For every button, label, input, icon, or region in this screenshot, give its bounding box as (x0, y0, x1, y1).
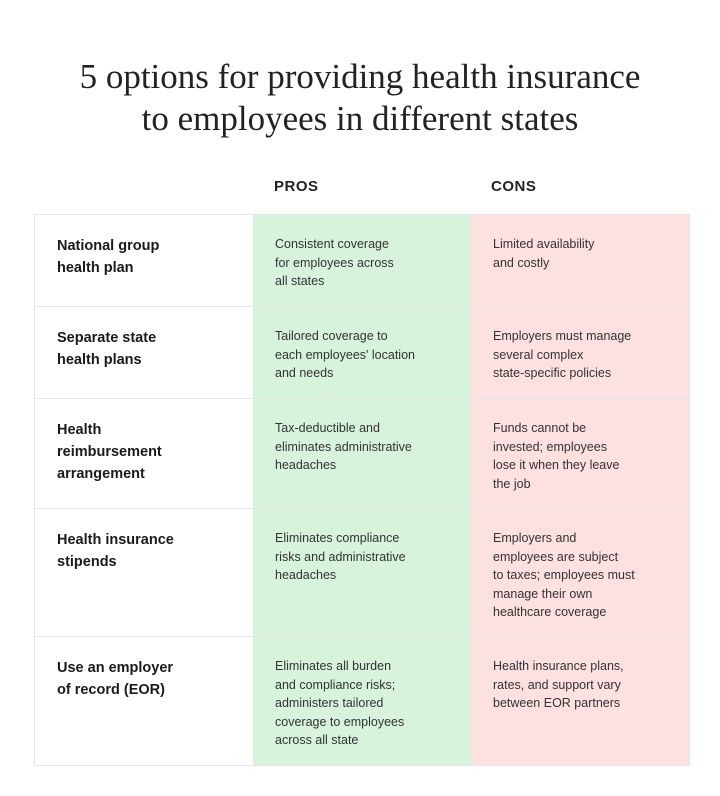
page-title: 5 options for providing health insurance… (79, 57, 641, 138)
pros-cell: Tax-deductible and eliminates administra… (253, 399, 471, 508)
comparison-table: National group health plan Consistent co… (34, 214, 690, 766)
table-row: Health insurance stipends Eliminates com… (35, 508, 689, 636)
option-label: National group health plan (57, 238, 160, 276)
option-label: Health reimbursement arrangement (57, 422, 162, 482)
pros-cell: Eliminates all burden and compliance ris… (253, 637, 471, 765)
cons-cell: Health insurance plans, rates, and suppo… (471, 637, 689, 765)
option-label: Health insurance stipends (57, 532, 174, 570)
pros-cell: Eliminates compliance risks and administ… (253, 509, 471, 636)
cons-cell: Employers and employees are subject to t… (471, 509, 689, 636)
table-row: Use an employer of record (EOR) Eliminat… (35, 636, 689, 765)
cons-header: CONS (491, 178, 537, 195)
option-label: Use an employer of record (EOR) (57, 660, 174, 698)
cons-cell: Employers must manage several complex st… (471, 307, 689, 398)
table-row: Separate state health plans Tailored cov… (35, 306, 689, 398)
pros-cell: Consistent coverage for employees across… (253, 215, 471, 306)
option-label: Separate state health plans (57, 330, 157, 368)
cons-cell: Funds cannot be invested; employees lose… (471, 399, 689, 508)
pros-cell: Tailored coverage to each employees' loc… (253, 307, 471, 398)
pros-header: PROS (274, 178, 319, 195)
table-row: Health reimbursement arrangement Tax-ded… (35, 398, 689, 508)
table-row: National group health plan Consistent co… (35, 215, 689, 306)
cons-cell: Limited availability and costly (471, 215, 689, 306)
